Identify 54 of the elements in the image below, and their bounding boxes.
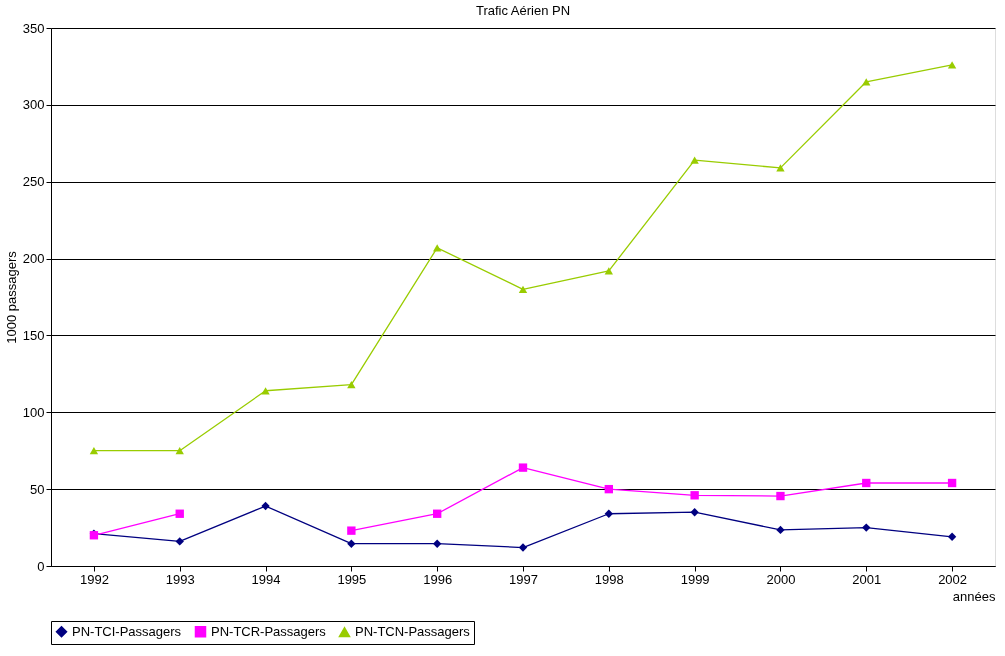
point <box>175 509 184 518</box>
point <box>604 484 613 494</box>
point <box>862 523 871 532</box>
x-tick-label: 2002 <box>938 571 968 587</box>
point <box>604 509 613 518</box>
y-tick-label: 200 <box>22 251 45 267</box>
point <box>776 164 785 172</box>
y-tick-label: 350 <box>22 20 45 36</box>
x-tick-label: 2001 <box>852 571 882 587</box>
point <box>347 539 356 548</box>
point <box>947 532 957 541</box>
y-axis-title: 1000 passagers <box>3 250 19 344</box>
point <box>433 539 442 548</box>
point <box>261 387 270 395</box>
point <box>690 491 699 500</box>
point <box>347 380 356 389</box>
point <box>947 61 957 69</box>
point <box>862 78 871 86</box>
point <box>175 537 184 546</box>
point <box>947 478 957 488</box>
point <box>433 509 442 518</box>
point <box>433 244 442 252</box>
point <box>347 526 356 535</box>
point <box>776 491 785 501</box>
point <box>261 501 270 511</box>
x-tick-label: 1999 <box>680 571 710 587</box>
y-tick-label: 300 <box>22 97 45 113</box>
y-tick-label: 150 <box>22 327 45 343</box>
x-tick-label: 1993 <box>165 571 195 587</box>
point <box>690 156 699 164</box>
y-tick-label: 0 <box>37 558 45 574</box>
x-axis-title: années <box>952 588 996 604</box>
x-tick-label: 1995 <box>337 571 367 587</box>
point <box>518 463 528 472</box>
point <box>862 478 871 488</box>
chart-title: Trafic Aérien PN <box>475 3 571 18</box>
point <box>518 285 528 293</box>
y-tick-label: 100 <box>22 404 45 420</box>
point <box>518 543 528 552</box>
x-tick-label: 1997 <box>509 571 538 587</box>
x-tick-label: 1994 <box>251 571 281 587</box>
point <box>175 447 184 455</box>
point <box>776 525 785 535</box>
legend-label: PN-TCN-Passagers <box>355 624 471 640</box>
point <box>690 508 699 517</box>
point <box>89 447 99 455</box>
y-tick-label: 250 <box>22 174 45 190</box>
x-tick-label: 1992 <box>79 571 109 587</box>
legend-label: PN-TCI-Passagers <box>72 623 182 639</box>
y-tick-label: 50 <box>30 481 45 497</box>
x-tick-label: 1998 <box>594 571 624 587</box>
x-tick-label: 1996 <box>423 571 453 587</box>
x-tick-label: 2000 <box>766 571 796 587</box>
legend-label: PN-TCR-Passagers <box>211 623 327 639</box>
